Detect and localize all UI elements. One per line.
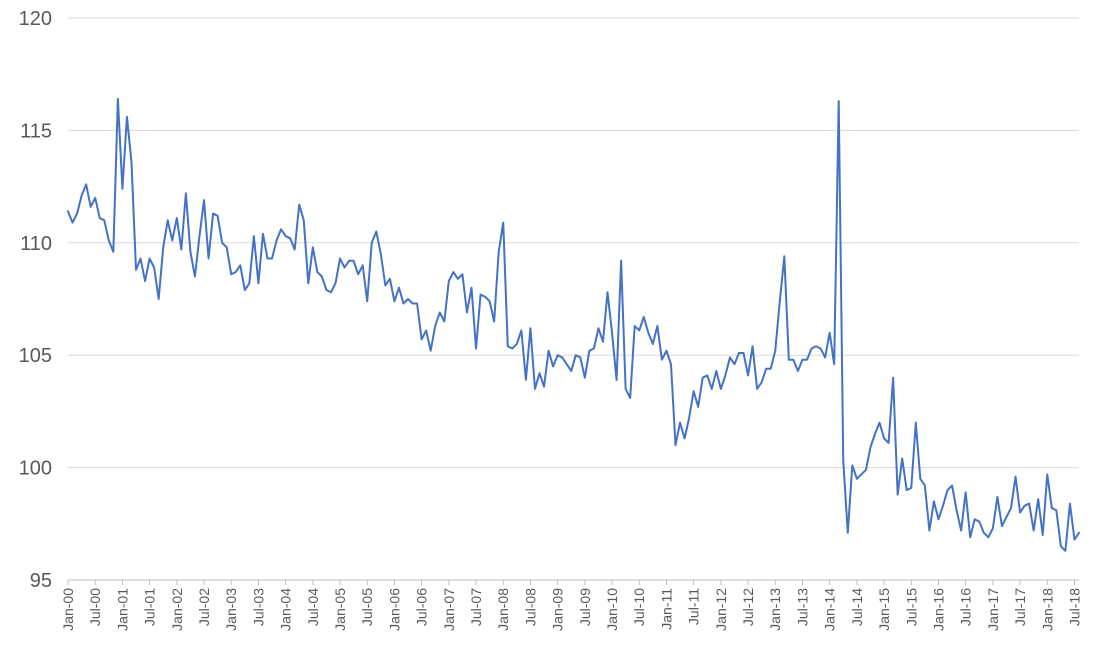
- x-tick-label: Jul-01: [142, 588, 158, 626]
- x-tick-label: Jan-13: [767, 588, 783, 631]
- y-tick-label: 120: [19, 8, 52, 30]
- x-tick-label: Jul-14: [849, 588, 865, 626]
- x-tick-label: Jul-13: [794, 588, 810, 626]
- x-axis: Jan-00 Jul-00 Jan-01 Jul-01 Jan-02 Jul-02 Jan-…: [60, 579, 1082, 631]
- x-tick-label: Jul-07: [468, 588, 484, 626]
- x-tick-label: Jul-17: [1012, 588, 1028, 626]
- x-tick-label: Jan-05: [332, 588, 348, 631]
- x-tick-label: Jul-16: [958, 588, 974, 626]
- x-tick-label: Jan-11: [658, 588, 674, 630]
- x-tick-label: Jan-00: [60, 588, 76, 631]
- x-tick-label: Jul-09: [577, 588, 593, 626]
- grid-layer: [68, 17, 1079, 469]
- y-tick-label: 105: [19, 345, 52, 367]
- x-tick-label: Jul-15: [903, 588, 919, 626]
- x-tick-label: Jan-04: [278, 588, 294, 631]
- x-tick-label: Jan-03: [223, 588, 239, 631]
- x-tick-label: Jan-02: [169, 588, 185, 631]
- x-tick-label: Jul-00: [87, 588, 103, 626]
- x-tick-label: Jan-16: [930, 588, 946, 631]
- y-axis: 95 100 105 110 115 120: [19, 8, 52, 592]
- x-tick-label: Jan-12: [713, 588, 729, 631]
- x-tick-label: Jan-17: [985, 588, 1001, 631]
- x-tick-label: Jan-10: [604, 588, 620, 631]
- x-tick-label: Jul-06: [414, 588, 430, 626]
- x-tick-label: Jul-10: [631, 588, 647, 626]
- x-tick-label: Jan-06: [386, 588, 402, 631]
- x-tick-label: Jan-14: [822, 588, 838, 631]
- x-tick-label: Jan-18: [1039, 588, 1055, 631]
- y-tick-label: 100: [19, 458, 52, 480]
- x-tick-label: Jan-01: [114, 588, 130, 631]
- x-tick-label: Jul-02: [196, 588, 212, 626]
- x-tick-label: Jul-08: [522, 588, 538, 626]
- series-line: [67, 97, 1080, 552]
- x-tick-label: Jul-04: [305, 588, 321, 626]
- x-tick-label: Jan-09: [550, 588, 566, 631]
- y-tick-label: 110: [20, 233, 52, 255]
- x-tick-label: Jan-15: [876, 588, 892, 631]
- series-layer: [67, 97, 1080, 552]
- x-tick-label: Jul-11: [686, 588, 702, 625]
- x-tick-label: Jul-05: [359, 588, 375, 626]
- y-tick-label: 115: [20, 120, 52, 142]
- x-tick-label: Jul-03: [250, 588, 266, 626]
- x-tick-label: Jan-07: [441, 588, 457, 631]
- x-tick-label: Jul-18: [1066, 588, 1082, 626]
- x-tick-label: Jul-12: [740, 588, 756, 626]
- x-tick-label: Jan-08: [495, 588, 511, 631]
- y-tick-label: 95: [30, 570, 52, 592]
